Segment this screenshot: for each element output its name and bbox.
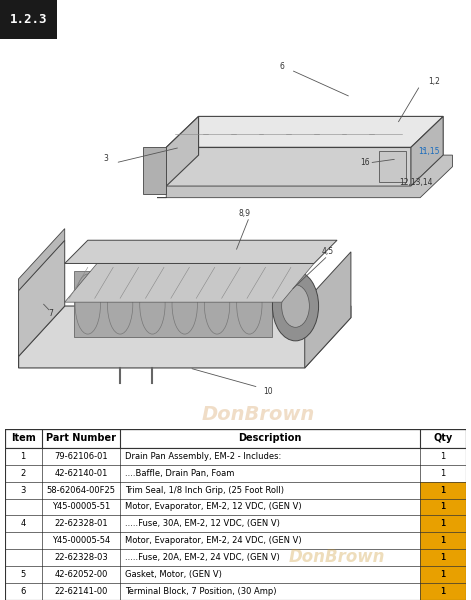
Text: .....Fuse, 30A, EM-2, 12 VDC, (GEN V): .....Fuse, 30A, EM-2, 12 VDC, (GEN V) — [125, 520, 280, 529]
Text: EVAPORATOR, EM-2,GEN V (Common Parts) OPTION 1: EVAPORATOR, EM-2,GEN V (Common Parts) OP… — [66, 14, 379, 25]
Polygon shape — [18, 240, 65, 368]
Text: 12,13,14: 12,13,14 — [399, 178, 432, 187]
Text: 6: 6 — [20, 587, 26, 596]
Text: 1: 1 — [440, 536, 446, 545]
Polygon shape — [305, 252, 351, 368]
Bar — [5, 549, 466, 566]
Bar — [420, 482, 466, 499]
Text: Trim Seal, 1/8 Inch Grip, (25 Foot Roll): Trim Seal, 1/8 Inch Grip, (25 Foot Roll) — [125, 485, 284, 494]
Text: 4,5: 4,5 — [322, 247, 334, 256]
Text: 58-62064-00F25: 58-62064-00F25 — [46, 485, 115, 494]
Polygon shape — [143, 148, 166, 194]
Polygon shape — [65, 263, 314, 302]
Text: Motor, Evaporator, EM-2, 24 VDC, (GEN V): Motor, Evaporator, EM-2, 24 VDC, (GEN V) — [125, 536, 301, 545]
Ellipse shape — [272, 271, 318, 341]
Bar — [420, 566, 466, 583]
Text: 1: 1 — [440, 502, 446, 511]
Polygon shape — [18, 306, 351, 368]
Text: 2: 2 — [21, 469, 26, 478]
Polygon shape — [157, 155, 453, 197]
Bar — [5, 482, 466, 499]
Text: 7: 7 — [49, 309, 53, 318]
Text: DonBrown: DonBrown — [289, 548, 385, 566]
Text: Qty: Qty — [434, 433, 453, 443]
Text: 8,9: 8,9 — [239, 209, 251, 218]
Polygon shape — [411, 116, 443, 186]
Text: 22-62141-00: 22-62141-00 — [54, 587, 107, 596]
Text: 22-62328-03: 22-62328-03 — [54, 553, 108, 562]
Text: .....Fuse, 20A, EM-2, 24 VDC, (GEN V): .....Fuse, 20A, EM-2, 24 VDC, (GEN V) — [125, 553, 279, 562]
Text: 10: 10 — [263, 386, 273, 395]
Text: 11,15: 11,15 — [419, 147, 440, 156]
Text: Terminal Block, 7 Position, (30 Amp): Terminal Block, 7 Position, (30 Amp) — [125, 587, 276, 596]
Bar — [420, 583, 466, 600]
Text: 1: 1 — [440, 570, 446, 579]
Text: 1: 1 — [440, 485, 446, 494]
Text: 79-62106-01: 79-62106-01 — [54, 452, 108, 461]
Bar — [0, 0, 57, 39]
Text: 1: 1 — [440, 452, 446, 461]
Polygon shape — [65, 240, 337, 263]
Bar — [5, 515, 466, 532]
Polygon shape — [166, 116, 443, 148]
Text: Part Number: Part Number — [46, 433, 116, 443]
Text: Gasket, Motor, (GEN V): Gasket, Motor, (GEN V) — [125, 570, 221, 579]
Text: 22-62328-01: 22-62328-01 — [54, 520, 108, 529]
Text: 1: 1 — [21, 452, 26, 461]
Text: 1: 1 — [440, 520, 446, 529]
Text: 3: 3 — [104, 154, 109, 163]
Polygon shape — [74, 271, 272, 337]
Text: 1.2.3: 1.2.3 — [9, 13, 47, 26]
Text: 3: 3 — [20, 485, 26, 494]
Text: 1: 1 — [440, 469, 446, 478]
Polygon shape — [18, 229, 65, 290]
Bar — [5, 429, 466, 448]
Text: 16: 16 — [360, 158, 370, 167]
Bar — [5, 566, 466, 583]
Text: 5: 5 — [21, 570, 26, 579]
Text: 1: 1 — [440, 485, 446, 494]
Polygon shape — [166, 148, 411, 186]
Text: 1,2: 1,2 — [428, 77, 440, 86]
Bar — [5, 465, 466, 482]
Text: 4: 4 — [21, 520, 26, 529]
Text: 1: 1 — [440, 536, 446, 545]
Bar — [420, 532, 466, 549]
Ellipse shape — [282, 285, 309, 328]
Text: 1: 1 — [440, 570, 446, 579]
Polygon shape — [166, 116, 199, 186]
Text: 1: 1 — [440, 553, 446, 562]
Text: DonBrown: DonBrown — [202, 405, 315, 424]
Text: Motor, Evaporator, EM-2, 12 VDC, (GEN V): Motor, Evaporator, EM-2, 12 VDC, (GEN V) — [125, 502, 301, 511]
Polygon shape — [379, 151, 406, 182]
Bar — [5, 532, 466, 549]
Text: 1: 1 — [440, 553, 446, 562]
Text: Drain Pan Assembly, EM-2 - Includes:: Drain Pan Assembly, EM-2 - Includes: — [125, 452, 281, 461]
Text: Y45-00005-51: Y45-00005-51 — [52, 502, 110, 511]
Text: 1: 1 — [440, 520, 446, 529]
Text: 42-62140-01: 42-62140-01 — [54, 469, 107, 478]
Text: 1: 1 — [440, 587, 446, 596]
Text: ....Baffle, Drain Pan, Foam: ....Baffle, Drain Pan, Foam — [125, 469, 234, 478]
Text: Description: Description — [238, 433, 302, 443]
Bar — [5, 583, 466, 600]
Text: 42-62052-00: 42-62052-00 — [54, 570, 107, 579]
Text: 1: 1 — [440, 587, 446, 596]
Bar — [420, 549, 466, 566]
Bar — [420, 515, 466, 532]
Text: 1: 1 — [440, 502, 446, 511]
Bar — [420, 499, 466, 515]
Bar — [5, 448, 466, 465]
Bar — [5, 499, 466, 515]
Text: 6: 6 — [279, 62, 284, 71]
Text: Item: Item — [11, 433, 35, 443]
Text: Y45-00005-54: Y45-00005-54 — [52, 536, 110, 545]
